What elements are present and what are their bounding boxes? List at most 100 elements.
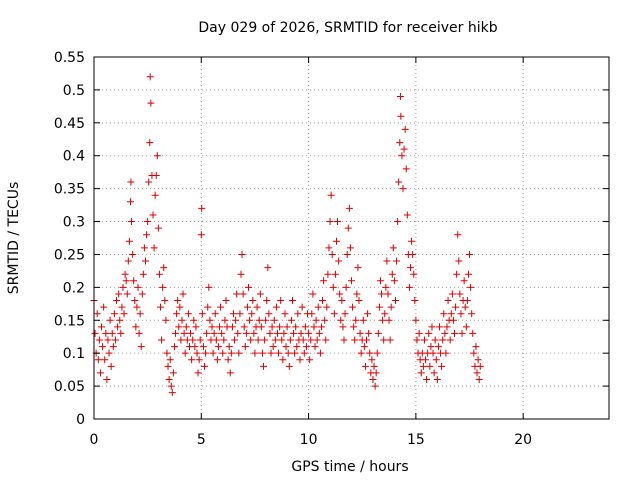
data-point: [440, 310, 448, 318]
data-point: [297, 329, 305, 337]
data-point: [158, 336, 166, 344]
data-point: [283, 323, 291, 331]
data-point: [195, 356, 203, 364]
data-point: [101, 356, 109, 364]
data-point: [396, 92, 404, 100]
y-tick-label: 0.55: [54, 50, 85, 66]
data-point: [405, 283, 413, 291]
data-point: [447, 310, 455, 318]
data-point: [257, 323, 265, 331]
data-point: [370, 362, 378, 370]
data-point: [292, 323, 300, 331]
data-point: [133, 303, 141, 311]
data-point: [164, 362, 172, 370]
data-point: [341, 310, 349, 318]
data-point: [470, 349, 478, 357]
y-tick-label: 0: [76, 412, 85, 428]
data-point: [107, 362, 115, 370]
data-point: [253, 303, 261, 311]
data-point: [176, 303, 184, 311]
x-tick-label: 5: [197, 432, 206, 448]
data-point: [442, 349, 450, 357]
data-point: [198, 310, 206, 318]
plot-frame: [93, 56, 610, 420]
data-point: [142, 257, 149, 265]
data-point: [467, 283, 475, 291]
data-point: [181, 349, 189, 357]
data-point: [315, 329, 323, 337]
data-point: [413, 336, 421, 344]
data-point: [279, 356, 287, 364]
data-point: [335, 257, 343, 265]
data-point: [270, 316, 278, 324]
data-point: [345, 204, 353, 212]
data-point: [373, 349, 381, 357]
data-point: [431, 336, 439, 344]
data-point: [271, 336, 279, 344]
data-point: [399, 185, 407, 193]
data-point: [314, 303, 322, 311]
y-tick-label: 0.05: [54, 379, 85, 395]
data-point: [379, 316, 387, 324]
data-point: [93, 310, 101, 318]
data-point: [387, 303, 395, 311]
data-point: [439, 336, 447, 344]
data-point: [242, 329, 250, 337]
data-point: [291, 349, 299, 357]
data-point: [201, 362, 209, 370]
data-point: [320, 277, 328, 285]
data-point: [371, 382, 379, 390]
data-point: [294, 310, 302, 318]
data-point: [326, 218, 334, 226]
data-point: [468, 310, 476, 318]
data-point: [269, 343, 277, 351]
data-point: [366, 349, 374, 357]
data-point: [206, 316, 214, 324]
data-point: [161, 297, 169, 305]
data-point: [168, 389, 176, 397]
data-point: [344, 224, 352, 232]
data-point: [310, 323, 318, 331]
data-point: [179, 290, 187, 298]
data-point: [422, 356, 430, 364]
data-point: [237, 270, 245, 278]
data-point: [273, 329, 281, 337]
data-point: [120, 310, 128, 318]
data-point: [175, 323, 183, 331]
data-point: [312, 316, 320, 324]
data-point: [129, 250, 137, 258]
data-point: [308, 310, 316, 318]
data-point: [109, 343, 117, 351]
data-point: [296, 356, 304, 364]
data-point: [385, 316, 393, 324]
data-point: [266, 329, 274, 337]
data-point: [332, 237, 340, 245]
data-point: [449, 316, 457, 324]
data-point: [205, 283, 213, 291]
data-point: [245, 283, 252, 291]
data-point: [397, 112, 405, 120]
data-point: [203, 329, 211, 337]
data-point: [375, 303, 383, 311]
data-point: [222, 297, 230, 305]
data-point: [305, 329, 313, 337]
data-point: [268, 323, 276, 331]
data-point: [438, 362, 446, 370]
data-point: [361, 362, 369, 370]
y-tick-label: 0.5: [63, 83, 85, 99]
data-point: [301, 323, 309, 331]
data-point: [277, 297, 285, 305]
data-point: [174, 297, 182, 305]
data-point: [328, 250, 336, 258]
data-point: [466, 250, 474, 258]
data-point: [432, 356, 440, 364]
data-point: [400, 145, 408, 153]
data-point: [163, 349, 171, 357]
data-point: [124, 257, 132, 265]
data-point: [254, 336, 262, 344]
data-point: [96, 369, 104, 377]
data-point: [419, 362, 427, 370]
data-point: [390, 277, 398, 285]
data-point: [457, 310, 465, 318]
data-point: [147, 99, 155, 107]
